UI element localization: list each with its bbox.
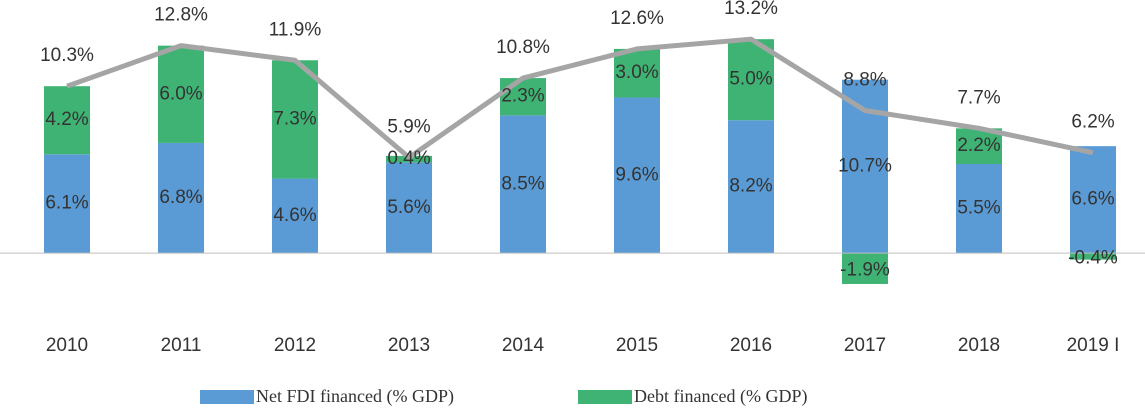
bar — [1070, 253, 1116, 260]
bar — [500, 115, 546, 254]
bar — [158, 142, 204, 254]
data-label: 6.8% — [159, 187, 202, 208]
data-label: 11.9% — [269, 19, 322, 40]
legend-label: Net FDI financed (% GDP) — [256, 386, 454, 407]
data-label: 7.7% — [957, 87, 1000, 108]
data-label: 9.6% — [615, 164, 658, 185]
data-label: 3.0% — [615, 62, 658, 83]
bar — [272, 60, 318, 179]
x-tick-label: 2010 — [46, 335, 88, 356]
legend-swatch — [200, 390, 254, 404]
x-tick-label: 2017 — [844, 335, 886, 356]
data-label: 5.5% — [957, 198, 1000, 219]
data-label: 8.5% — [501, 173, 544, 194]
data-label: 6.0% — [159, 83, 202, 104]
bar — [386, 162, 432, 254]
bar — [614, 97, 660, 254]
bar — [842, 253, 888, 284]
total-line — [66, 36, 1094, 161]
x-tick-label: 2018 — [958, 335, 1000, 356]
legend-swatch — [578, 390, 632, 404]
bar — [500, 78, 546, 116]
bar — [956, 128, 1002, 164]
data-label: 12.6% — [610, 8, 664, 29]
bar — [728, 120, 774, 254]
data-label: 6.2% — [1071, 112, 1114, 133]
bar — [956, 164, 1002, 254]
data-label: -0.4% — [1068, 247, 1118, 268]
legend-label: Debt financed (% GDP) — [634, 386, 807, 407]
data-label: 10.8% — [496, 37, 550, 58]
data-label: -1.9% — [840, 260, 890, 281]
x-tick-label: 2014 — [502, 335, 545, 356]
data-label: 0.4% — [387, 148, 430, 169]
data-label: 10.3% — [40, 45, 94, 66]
data-label: 8.8% — [843, 70, 886, 91]
bar — [44, 154, 90, 254]
bar — [158, 45, 204, 143]
data-label: 5.9% — [387, 117, 430, 138]
data-label: 2.2% — [957, 135, 1000, 156]
data-label: 12.8% — [154, 5, 208, 26]
x-tick-label: 2015 — [616, 335, 658, 356]
data-label: 10.7% — [838, 155, 892, 176]
bar — [272, 178, 318, 254]
data-label: 8.2% — [729, 176, 772, 197]
data-label: 13.2% — [724, 0, 778, 19]
x-tick-label: 2011 — [161, 335, 202, 356]
x-tick-label: 2019 I — [1067, 335, 1120, 356]
data-label: 4.6% — [273, 205, 316, 226]
data-label: 5.0% — [729, 69, 772, 90]
x-tick-label: 2012 — [274, 335, 316, 356]
data-label: 4.2% — [45, 109, 88, 130]
x-tick-label: 2013 — [388, 335, 430, 356]
x-tick-label: 2016 — [730, 335, 772, 356]
data-label: 6.1% — [45, 193, 88, 214]
data-label: 2.3% — [501, 86, 544, 107]
bar — [728, 39, 774, 121]
data-label: 6.6% — [1071, 189, 1114, 210]
bar — [614, 48, 660, 98]
data-label: 7.3% — [273, 108, 316, 129]
bar — [44, 86, 90, 155]
bar — [1070, 146, 1116, 254]
data-label: 5.6% — [387, 197, 430, 218]
